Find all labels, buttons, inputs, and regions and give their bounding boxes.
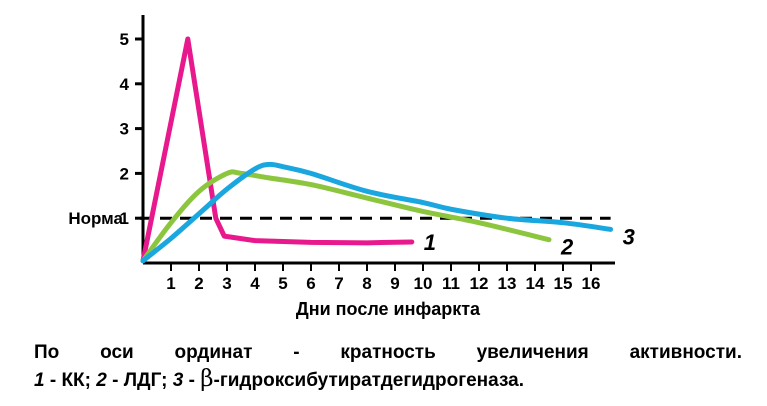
- x-tick-label: 13: [498, 274, 517, 293]
- series-label-3: 3: [623, 224, 635, 249]
- caption-text-1: - КК;: [44, 370, 97, 391]
- series-label-2: 2: [560, 235, 574, 260]
- x-tick-label: 5: [278, 274, 287, 293]
- x-ticks: 1 2 3 4 5 6 7 8 9 10 11 12 13 14 15 16: [166, 263, 600, 293]
- norm-reference: Норма: [68, 209, 611, 228]
- series-line-3: [140, 161, 614, 264]
- caption: По оси ординат - кратность увеличения ак…: [34, 339, 742, 394]
- x-tick-label: 7: [334, 274, 343, 293]
- x-tick-label: 11: [442, 274, 460, 293]
- series-group: 1 2 3: [140, 36, 635, 264]
- norm-reference-label: Норма: [68, 209, 123, 228]
- x-tick-label: 15: [554, 274, 573, 293]
- caption-text-2: - ЛДГ;: [106, 370, 173, 391]
- y-tick-label: 4: [120, 75, 130, 94]
- x-tick-label: 8: [362, 274, 371, 293]
- y-tick-label: 5: [120, 30, 129, 49]
- x-tick-label: 2: [194, 274, 203, 293]
- x-tick-label: 14: [526, 274, 545, 293]
- x-tick-label: 10: [414, 274, 433, 293]
- caption-number-3: 3: [172, 370, 184, 391]
- caption-beta-symbol: β: [200, 366, 214, 392]
- caption-line-1: По оси ординат - кратность увеличения ак…: [34, 342, 742, 363]
- x-tick-label: 6: [306, 274, 315, 293]
- x-tick-label: 9: [390, 274, 399, 293]
- x-tick-label: 1: [166, 274, 175, 293]
- x-tick-label: 3: [222, 274, 231, 293]
- series-label-1: 1: [424, 230, 436, 255]
- x-tick-label: 12: [470, 274, 489, 293]
- series-line-1: [140, 36, 415, 264]
- caption-text-3: -: [183, 370, 201, 391]
- x-axis-title: Дни после инфаркта: [296, 299, 481, 319]
- caption-number-2: 2: [96, 370, 107, 391]
- caption-number-1: 1: [34, 370, 45, 391]
- caption-line-2: 1 - КК; 2 - ЛДГ; 3 - β-гидроксибутиратде…: [34, 366, 742, 394]
- y-tick-label: 3: [120, 120, 129, 139]
- x-tick-label: 4: [250, 274, 260, 293]
- series-line-2: [140, 169, 552, 264]
- y-tick-label: 2: [120, 164, 129, 183]
- x-tick-label: 16: [582, 274, 601, 293]
- y-tick-label: 1: [120, 209, 129, 228]
- caption-text-4: -гидроксибутиратдегидрогеназа.: [213, 370, 525, 391]
- y-ticks: 1 2 3 4 5: [120, 30, 143, 228]
